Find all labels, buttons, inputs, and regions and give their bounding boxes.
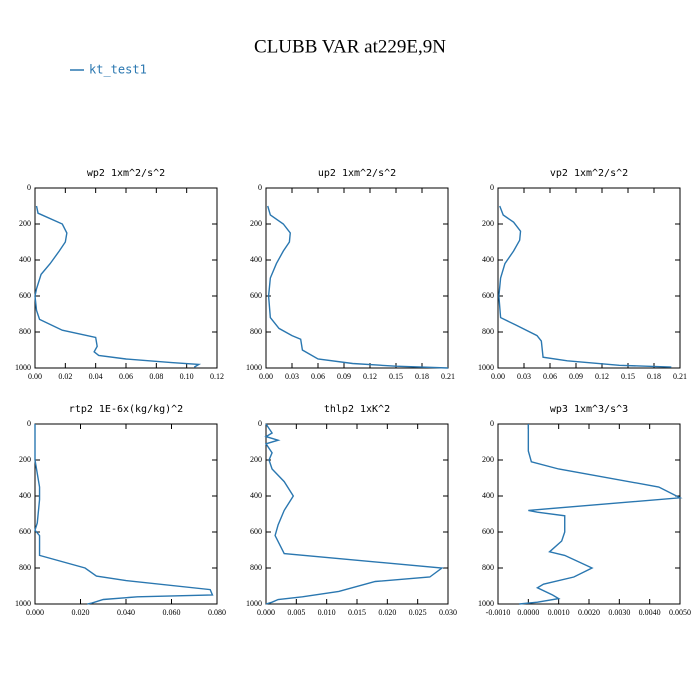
x-tick-label: 0.0040 (639, 608, 661, 617)
y-tick-label: 400 (19, 491, 31, 500)
y-tick-label: 800 (482, 563, 494, 572)
panel-title: rtp2 1E-6x(kg/kg)^2 (69, 404, 183, 415)
x-tick-label: 0.03 (517, 372, 531, 381)
x-tick-label: 0.10 (180, 372, 194, 381)
x-tick-label: 0.0010 (548, 608, 570, 617)
x-tick-label: 0.000 (257, 608, 275, 617)
x-tick-label: 0.020 (72, 608, 90, 617)
x-tick-label: 0.15 (621, 372, 635, 381)
y-tick-label: 600 (19, 291, 31, 300)
legend-label: kt_test1 (89, 63, 147, 77)
x-tick-label: 0.030 (439, 608, 457, 617)
plot-frame (265, 423, 449, 605)
y-tick-label: 600 (19, 527, 31, 536)
panel-title: vp2 1xm^2/s^2 (550, 168, 628, 179)
y-tick-label: 800 (250, 563, 262, 572)
x-tick-label: 0.21 (441, 372, 455, 381)
x-tick-label: 0.015 (348, 608, 366, 617)
figure-title: CLUBB VAR at229E,9N (254, 36, 446, 57)
x-tick-label: 0.06 (543, 372, 557, 381)
panel-title: up2 1xm^2/s^2 (318, 168, 396, 179)
x-tick-label: 0.09 (337, 372, 351, 381)
x-tick-label: 0.12 (595, 372, 609, 381)
x-tick-label: 0.00 (491, 372, 505, 381)
x-tick-label: -0.0010 (486, 608, 511, 617)
x-tick-label: 0.020 (378, 608, 396, 617)
y-tick-label: 1000 (15, 599, 31, 608)
x-tick-label: 0.12 (210, 372, 224, 381)
x-tick-label: 0.005 (287, 608, 305, 617)
profile-line (34, 424, 214, 605)
x-tick-label: 0.0050 (669, 608, 691, 617)
panel-title: wp3 1xm^3/s^3 (550, 404, 628, 415)
profile-line (34, 205, 202, 368)
plot-frame (497, 423, 681, 605)
y-tick-label: 1000 (246, 363, 262, 372)
x-tick-label: 0.12 (363, 372, 377, 381)
y-tick-label: 200 (482, 219, 494, 228)
y-tick-label: 200 (482, 455, 494, 464)
y-tick-label: 800 (250, 327, 262, 336)
profile-line (267, 205, 449, 369)
x-tick-label: 0.080 (208, 608, 226, 617)
plot-frame (34, 187, 218, 369)
x-tick-label: 0.00 (259, 372, 273, 381)
y-tick-label: 0 (27, 419, 31, 428)
y-tick-label: 400 (19, 255, 31, 264)
y-tick-label: 0 (27, 183, 31, 192)
x-tick-label: 0.18 (647, 372, 661, 381)
x-tick-label: 0.0030 (608, 608, 630, 617)
y-tick-label: 400 (250, 491, 262, 500)
profile-line (519, 424, 683, 605)
y-tick-label: 600 (482, 527, 494, 536)
y-tick-label: 800 (482, 327, 494, 336)
x-tick-label: 0.025 (409, 608, 427, 617)
x-tick-label: 0.03 (285, 372, 299, 381)
y-tick-label: 0 (258, 419, 262, 428)
y-tick-label: 1000 (478, 363, 494, 372)
y-tick-label: 0 (258, 183, 262, 192)
y-tick-label: 0 (490, 419, 494, 428)
x-tick-label: 0.010 (318, 608, 336, 617)
x-tick-label: 0.04 (89, 372, 103, 381)
y-tick-label: 400 (482, 491, 494, 500)
x-tick-label: 0.040 (117, 608, 135, 617)
plot-frame (34, 423, 218, 605)
x-tick-label: 0.0000 (517, 608, 539, 617)
y-tick-label: 600 (250, 527, 262, 536)
y-tick-label: 1000 (15, 363, 31, 372)
profile-line (498, 205, 672, 368)
y-tick-label: 400 (482, 255, 494, 264)
x-tick-label: 0.09 (569, 372, 583, 381)
y-tick-label: 1000 (478, 599, 494, 608)
y-tick-label: 800 (19, 327, 31, 336)
plot-frame (497, 187, 681, 369)
y-tick-label: 200 (19, 219, 31, 228)
panel-title: wp2 1xm^2/s^2 (87, 168, 165, 179)
x-tick-label: 0.15 (389, 372, 403, 381)
y-tick-label: 200 (250, 219, 262, 228)
profile-line (264, 423, 444, 605)
x-tick-label: 0.18 (415, 372, 429, 381)
x-tick-label: 0.08 (149, 372, 163, 381)
x-tick-label: 0.000 (26, 608, 44, 617)
y-tick-label: 0 (490, 183, 494, 192)
x-tick-label: 0.02 (58, 372, 72, 381)
x-tick-label: 0.00 (28, 372, 42, 381)
x-tick-label: 0.06 (311, 372, 325, 381)
y-tick-label: 800 (19, 563, 31, 572)
x-tick-label: 0.0020 (578, 608, 600, 617)
y-tick-label: 600 (250, 291, 262, 300)
y-tick-label: 200 (19, 455, 31, 464)
y-tick-label: 600 (482, 291, 494, 300)
plot-frame (265, 187, 449, 369)
panel-title: thlp2 1xK^2 (324, 404, 390, 415)
x-tick-label: 0.060 (163, 608, 181, 617)
x-tick-label: 0.21 (673, 372, 687, 381)
y-tick-label: 200 (250, 455, 262, 464)
x-tick-label: 0.06 (119, 372, 133, 381)
y-tick-label: 1000 (246, 599, 262, 608)
y-tick-label: 400 (250, 255, 262, 264)
